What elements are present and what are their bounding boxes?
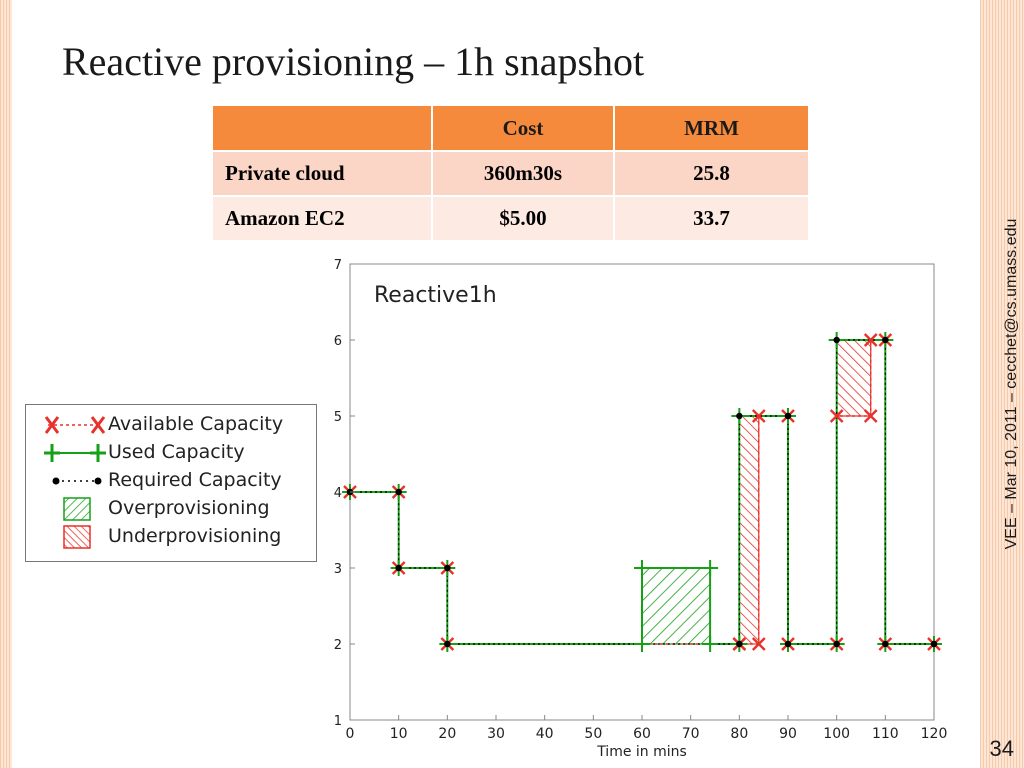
overprovisioning-region [641, 567, 711, 645]
legend-label: Available Capacity [108, 413, 284, 435]
underprovisioning-region [738, 415, 760, 645]
data-point-used [702, 636, 719, 652]
x-tick-label: 100 [823, 726, 850, 742]
legend-label: Underprovisioning [108, 525, 282, 547]
data-point-required [444, 564, 451, 572]
data-point-required [833, 336, 840, 344]
x-tick-label: 10 [390, 726, 408, 742]
right-border-stripe [980, 0, 1024, 768]
table-cell-cost: 360m30s [432, 150, 615, 196]
table-header-empty [213, 106, 433, 151]
data-point-required [395, 488, 402, 496]
y-tick-label: 7 [334, 258, 342, 273]
data-point-available [863, 409, 878, 423]
x-tick-label: 70 [682, 726, 700, 742]
table-header-cost: Cost [432, 106, 615, 151]
legend-label: Required Capacity [108, 469, 282, 491]
x-tick-label: 0 [346, 726, 355, 742]
reactive1h-chart: 0 10 20 30 40 50 60 70 80 90 100 110 120 1 2 3 4 5 6 7 Reac… [334, 258, 948, 760]
x-tick-label: 60 [633, 726, 651, 742]
data-point-required [444, 640, 451, 648]
underprovisioning-region [836, 339, 872, 417]
table-cell-mrm: 33.7 [614, 195, 810, 240]
table-cell-label: Private cloud [213, 150, 433, 196]
table-cell-label: Amazon EC2 [213, 195, 433, 240]
legend-label: Overprovisioning [108, 497, 270, 519]
table-cell-mrm: 25.8 [614, 150, 810, 196]
red-x-marker-icon [44, 416, 106, 434]
x-tick-label: 30 [487, 726, 505, 742]
page-number: 34 [989, 736, 1014, 761]
x-tick-label: 120 [921, 726, 948, 742]
y-tick-label: 6 [334, 334, 342, 349]
legend-item-overprovisioning: Overprovisioning [26, 495, 316, 523]
data-point-used [634, 560, 650, 576]
data-point-used [634, 636, 650, 652]
legend-item-used: Used Capacity [26, 439, 316, 467]
data-point-available [863, 333, 878, 347]
y-tick-label: 1 [334, 714, 342, 729]
x-tick-label: 110 [872, 726, 899, 742]
data-point-required [736, 412, 743, 420]
data-point-required [882, 336, 889, 344]
table-row: Private cloud 360m30s 25.8 [213, 150, 810, 196]
cost-mrm-table: Cost MRM Private cloud 360m30s 25.8 Amaz… [213, 106, 810, 240]
slide-title: Reactive provisioning – 1h snapshot [62, 39, 645, 84]
table-header-mrm: MRM [614, 106, 810, 151]
data-point-available [751, 409, 766, 423]
y-tick-label: 4 [334, 486, 342, 501]
data-point-required [736, 640, 743, 648]
data-point-required [930, 640, 938, 648]
data-point-available [829, 409, 844, 423]
data-point-required [784, 640, 792, 648]
black-dot-marker-icon [52, 477, 102, 485]
chart-title: Reactive1h [374, 283, 497, 308]
legend-item-required: Required Capacity [26, 467, 316, 495]
x-tick-label: 90 [779, 726, 797, 742]
y-tick-label: 2 [334, 638, 342, 653]
green-plus-marker-icon [44, 444, 106, 462]
data-point-available [751, 637, 766, 651]
data-point-used [702, 560, 719, 576]
footer-note: VEE – Mar 10, 2011 – cecchet@cs.umass.ed… [1003, 218, 1020, 550]
table-header-row: Cost MRM [213, 106, 810, 151]
chart-legend: Available Capacity Used Capacity Require… [25, 404, 317, 562]
table-row: Amazon EC2 $5.00 33.7 [213, 195, 810, 240]
x-tick-label: 80 [730, 726, 748, 742]
left-border-stripe [0, 0, 12, 768]
x-tick-label: 40 [536, 726, 554, 742]
y-tick-label: 5 [334, 410, 342, 425]
legend-label: Used Capacity [108, 441, 245, 463]
x-tick-label: 20 [438, 726, 456, 742]
green-hatch-icon [63, 497, 91, 521]
red-hatch-icon [63, 525, 91, 549]
data-point-required [882, 640, 889, 648]
x-axis-label: Time in mins [596, 744, 687, 760]
table-cell-cost: $5.00 [432, 195, 615, 240]
x-tick-label: 50 [584, 726, 602, 742]
legend-item-available: Available Capacity [26, 411, 316, 439]
data-point-required [784, 412, 792, 420]
data-point-required [833, 640, 840, 648]
legend-item-underprovisioning: Underprovisioning [26, 523, 316, 551]
y-tick-label: 3 [334, 562, 342, 577]
data-point-required [395, 564, 402, 572]
